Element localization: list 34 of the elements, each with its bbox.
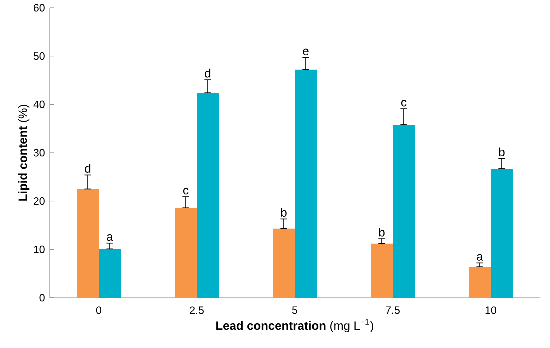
- y-tick-label: 40: [34, 100, 45, 108]
- y-tick-label: 0: [40, 294, 45, 302]
- bar: [294, 70, 317, 298]
- bar: [77, 189, 100, 298]
- bar: [490, 168, 513, 298]
- annotation: a: [107, 234, 114, 242]
- annotation: c: [401, 100, 407, 107]
- annotation: d: [205, 68, 211, 78]
- x-tick-label: 10: [486, 306, 497, 314]
- bar: [197, 93, 219, 298]
- annotation: a: [477, 254, 484, 261]
- x-tick-label: 0: [96, 306, 102, 314]
- y-tick-label: 30: [34, 149, 45, 157]
- x-tick-label: 7.5: [386, 306, 400, 314]
- x-tick-label: 2.5: [190, 306, 204, 314]
- y-tick-label: 60: [34, 4, 45, 12]
- x-axis-title: Lead concentration (mg L$^{−1}$): [216, 319, 374, 332]
- x-tick-label: 5: [292, 306, 298, 314]
- annotation: b: [379, 228, 385, 237]
- annotation: e: [303, 48, 309, 56]
- y-tick-label: 20: [34, 198, 45, 206]
- bar: [273, 228, 295, 298]
- bar: [468, 267, 491, 298]
- y-tick-label: 10: [34, 246, 45, 254]
- y-axis-title: Lipid content (%): [18, 105, 30, 201]
- bar: [175, 208, 198, 298]
- annotation: b: [499, 148, 505, 157]
- annotation: d: [85, 164, 91, 173]
- bar: [370, 244, 393, 298]
- bar: [99, 249, 121, 298]
- annotation: b: [281, 208, 287, 217]
- bar: [392, 124, 415, 298]
- annotation: c: [184, 188, 189, 195]
- y-tick-label: 50: [34, 52, 45, 60]
